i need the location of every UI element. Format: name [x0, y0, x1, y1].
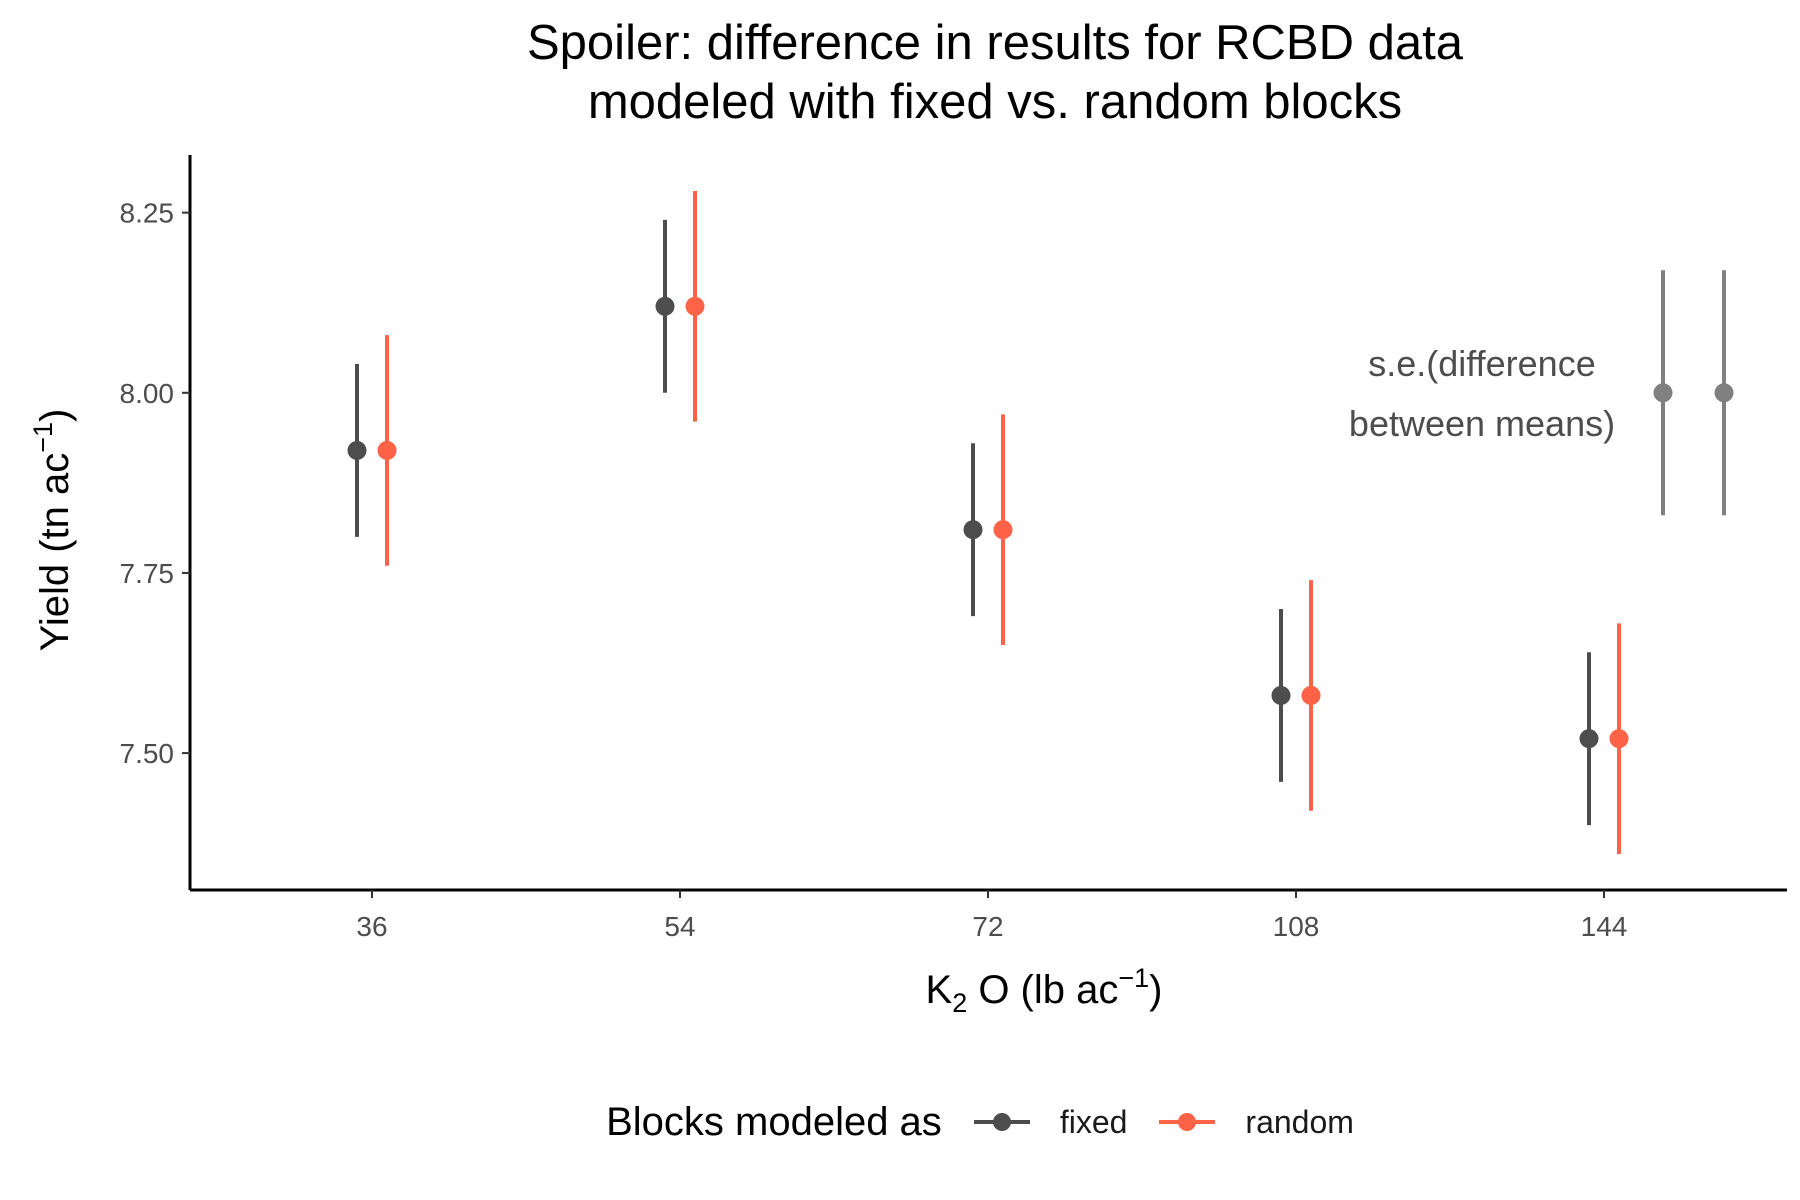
x-tick-label: 54 [664, 911, 695, 942]
x-axis-title: K2 O (lb ac−1) [926, 963, 1163, 1018]
se-point [1714, 383, 1734, 403]
legend-item-fixed: fixed [972, 1103, 1128, 1141]
point-random [1301, 685, 1321, 705]
legend: Blocks modeled as fixed random [0, 1092, 1800, 1152]
point-fixed [963, 520, 983, 540]
annotation-line-2: between means) [1349, 403, 1615, 444]
point-fixed [347, 440, 367, 460]
legend-point-random [1178, 1113, 1197, 1131]
axes: 7.50 7.75 8.00 8.25 36 54 72 108 144 [120, 155, 1787, 942]
legend-key-random-icon [1159, 1113, 1216, 1131]
y-tick-label: 7.50 [120, 738, 175, 769]
chart-title-line-1: Spoiler: difference in results for RCBD … [527, 16, 1463, 70]
chart-marks [347, 191, 1734, 854]
x-tick-label: 108 [1273, 911, 1320, 942]
legend-item-random: random [1157, 1104, 1354, 1141]
legend-label-fixed: fixed [1059, 1103, 1128, 1140]
legend-key-fixed-icon [973, 1113, 1030, 1131]
y-axis-title: Yield (tn ac−1) [28, 409, 77, 652]
point-fixed [1579, 729, 1599, 749]
legend-point-fixed [992, 1113, 1011, 1131]
y-tick-label: 8.00 [120, 378, 175, 409]
point-random [1609, 729, 1629, 749]
chart-title-line-2: modeled with fixed vs. random blocks [587, 75, 1403, 129]
y-tick-label: 8.25 [120, 198, 175, 229]
x-tick-label: 72 [972, 911, 1003, 942]
x-tick-label: 144 [1581, 911, 1628, 942]
y-tick-label: 7.75 [120, 558, 175, 589]
point-random [993, 520, 1013, 540]
legend-title: Blocks modeled as [606, 1099, 942, 1144]
chart-title: Spoiler: difference in results for RCBD … [0, 14, 1800, 132]
x-tick-label: 36 [356, 911, 387, 942]
point-fixed [1271, 685, 1291, 705]
se-point [1653, 383, 1673, 403]
point-random [685, 296, 705, 316]
se-annotation: s.e.(difference between means) [1349, 343, 1615, 444]
annotation-line-1: s.e.(difference [1368, 343, 1595, 384]
legend-label-random: random [1245, 1103, 1354, 1140]
point-random [377, 440, 397, 460]
point-fixed [655, 296, 675, 316]
